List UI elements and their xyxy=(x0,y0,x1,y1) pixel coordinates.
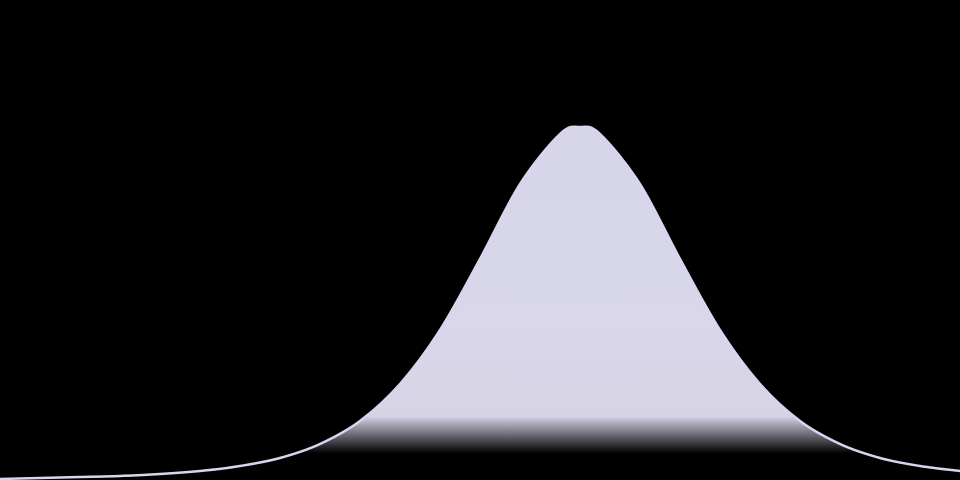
density-area-fill xyxy=(0,126,960,480)
density-curve-line xyxy=(0,125,960,480)
